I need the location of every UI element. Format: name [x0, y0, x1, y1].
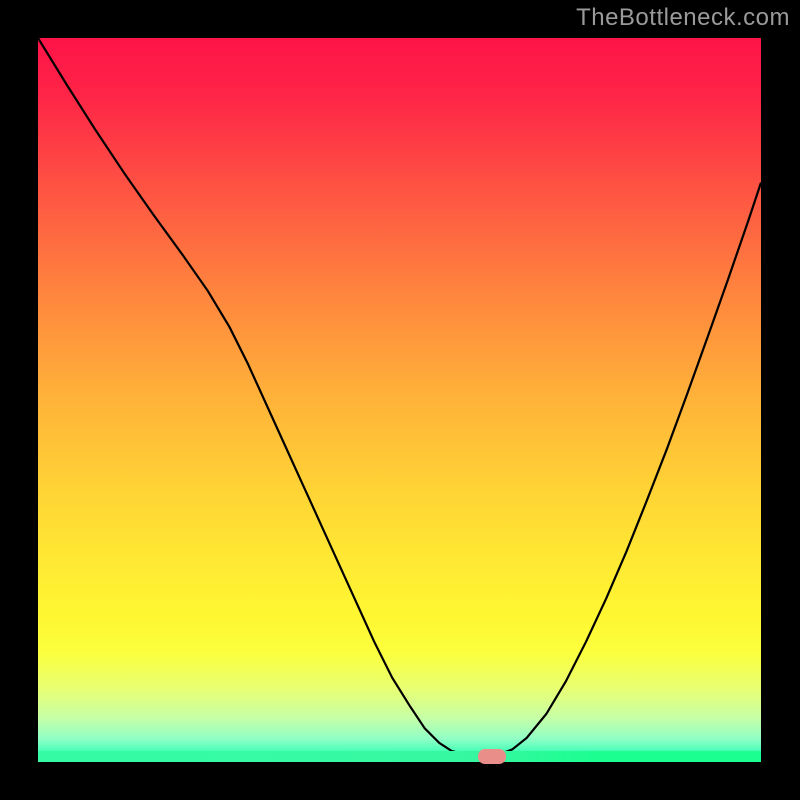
chart-canvas: TheBottleneck.com: [0, 0, 800, 800]
optimal-marker: [478, 749, 506, 764]
plot-area: [38, 38, 761, 761]
plot-svg: [38, 38, 761, 761]
watermark-text: TheBottleneck.com: [576, 4, 790, 32]
baseline-bar: [38, 751, 761, 762]
gradient-background: [38, 38, 761, 761]
